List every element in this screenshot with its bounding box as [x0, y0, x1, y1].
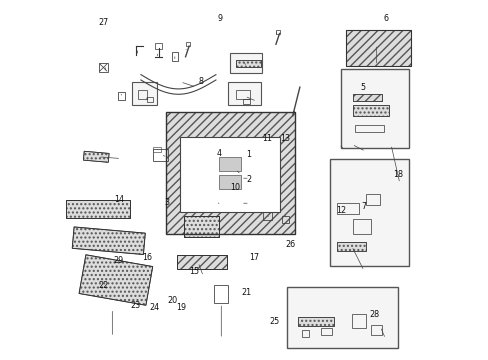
Bar — [183, 216, 219, 237]
Text: 11: 11 — [262, 134, 271, 143]
Bar — [147, 97, 152, 102]
Bar — [353, 105, 388, 116]
Text: 14: 14 — [114, 195, 123, 204]
Text: 18: 18 — [392, 170, 402, 179]
Bar — [153, 147, 160, 152]
Bar — [329, 158, 408, 266]
Bar — [183, 216, 219, 237]
Text: 29: 29 — [113, 256, 123, 265]
Text: 13: 13 — [279, 134, 289, 143]
Bar — [337, 242, 365, 251]
Bar — [242, 99, 249, 104]
Text: 6: 6 — [382, 14, 387, 23]
Text: 28: 28 — [369, 310, 379, 319]
Bar — [171, 52, 178, 61]
Text: 3: 3 — [164, 198, 169, 207]
Bar — [214, 285, 228, 303]
Bar — [165, 112, 294, 234]
Text: 15: 15 — [188, 267, 199, 276]
Bar — [72, 227, 145, 255]
Bar — [165, 112, 294, 234]
Bar — [287, 287, 397, 348]
Text: 23: 23 — [130, 301, 140, 310]
Bar — [185, 42, 190, 46]
Text: 1: 1 — [246, 150, 251, 159]
Text: 16: 16 — [142, 253, 152, 262]
Text: 25: 25 — [269, 317, 279, 326]
Text: 22: 22 — [98, 281, 108, 290]
Bar — [354, 125, 383, 132]
Bar — [370, 325, 381, 336]
Bar — [99, 63, 108, 72]
Bar — [153, 149, 167, 161]
Text: 24: 24 — [149, 303, 159, 312]
Text: 4: 4 — [216, 149, 221, 158]
Text: 2: 2 — [246, 175, 251, 184]
Bar — [353, 94, 381, 102]
Bar — [282, 216, 288, 223]
Text: 20: 20 — [167, 296, 177, 305]
Bar — [298, 317, 333, 325]
Bar — [235, 60, 260, 67]
Bar — [298, 317, 333, 325]
Text: 21: 21 — [241, 288, 251, 297]
Bar — [228, 82, 260, 105]
Bar — [353, 94, 381, 102]
Bar — [79, 255, 152, 305]
Text: 7: 7 — [361, 202, 366, 211]
Bar — [340, 69, 408, 148]
Bar — [275, 30, 279, 33]
Bar — [66, 200, 130, 217]
Text: 10: 10 — [230, 183, 240, 192]
Bar — [79, 255, 152, 305]
Bar — [351, 314, 365, 328]
Bar — [176, 255, 226, 269]
Text: 19: 19 — [176, 303, 185, 312]
Bar — [365, 194, 380, 205]
Text: 9: 9 — [217, 14, 223, 23]
Bar — [138, 90, 147, 99]
Text: 17: 17 — [249, 253, 259, 262]
Bar — [337, 242, 365, 251]
Bar — [301, 330, 308, 337]
Bar — [72, 227, 145, 255]
Bar — [346, 30, 410, 66]
Text: 27: 27 — [98, 18, 108, 27]
Bar — [353, 105, 388, 116]
Bar — [321, 328, 331, 336]
Bar — [176, 255, 226, 269]
Bar — [219, 157, 241, 171]
Bar — [337, 203, 358, 214]
Bar — [219, 175, 241, 189]
Bar — [353, 219, 370, 234]
Text: 8: 8 — [198, 77, 203, 86]
Bar — [235, 90, 249, 99]
Text: 5: 5 — [360, 83, 365, 92]
Bar — [83, 151, 109, 162]
Bar — [263, 211, 272, 220]
Bar — [83, 151, 109, 162]
Text: 12: 12 — [335, 206, 346, 215]
Text: 26: 26 — [285, 240, 295, 249]
Bar — [230, 53, 262, 73]
Bar — [155, 43, 162, 49]
Bar — [234, 158, 243, 176]
Bar — [180, 137, 280, 212]
Bar — [118, 93, 124, 100]
Bar — [66, 200, 130, 217]
Bar — [132, 82, 157, 105]
Bar — [346, 30, 410, 66]
Bar — [235, 60, 260, 67]
